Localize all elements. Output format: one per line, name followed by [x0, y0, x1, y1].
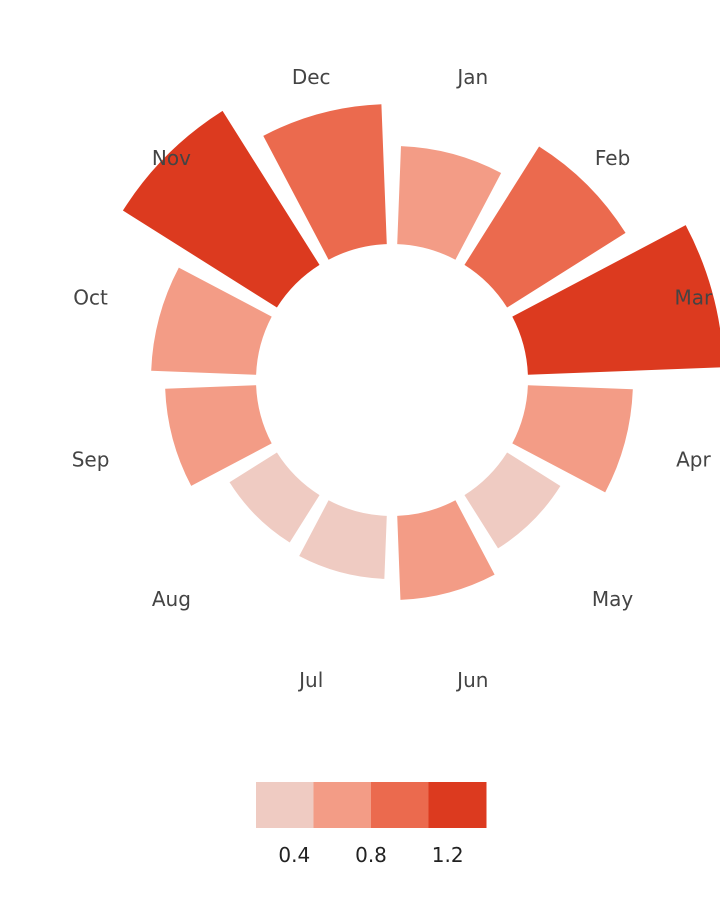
colorbar-band — [371, 782, 429, 828]
colorbar-tick-label: 0.4 — [278, 843, 310, 867]
colorbar-tick-label: 0.8 — [355, 843, 387, 867]
month-label-jun: Jun — [455, 668, 488, 692]
month-label-may: May — [592, 587, 634, 611]
colorbar-tick-label: 1.2 — [432, 843, 464, 867]
colorbar-band — [428, 782, 487, 828]
bar-sep[interactable] — [165, 385, 272, 486]
radial-bars — [122, 104, 720, 600]
month-label-jan: Jan — [455, 65, 488, 89]
month-label-dec: Dec — [292, 65, 331, 89]
month-label-oct: Oct — [73, 286, 108, 310]
bar-jan[interactable] — [397, 146, 502, 260]
month-label-jul: Jul — [297, 668, 323, 692]
bar-oct[interactable] — [151, 267, 272, 375]
bar-aug[interactable] — [229, 452, 320, 543]
month-label-mar: Mar — [675, 286, 714, 310]
month-label-feb: Feb — [595, 146, 630, 170]
month-label-aug: Aug — [152, 587, 191, 611]
bar-nov[interactable] — [122, 110, 320, 308]
bar-mar[interactable] — [512, 225, 720, 375]
bar-may[interactable] — [464, 452, 561, 549]
month-labels: Jan Feb Mar Apr May Jun Jul Aug Sep Oct Nov Dec — [72, 65, 713, 692]
colorbar-band — [313, 782, 372, 828]
bar-dec[interactable] — [263, 104, 387, 260]
bar-feb[interactable] — [464, 146, 626, 308]
month-label-apr: Apr — [676, 447, 711, 471]
bar-jun[interactable] — [397, 500, 495, 600]
colorbar: 0.4 0.8 1.2 — [256, 782, 487, 867]
bar-apr[interactable] — [512, 385, 633, 493]
colorbar-band — [256, 782, 314, 828]
month-label-nov: Nov — [152, 146, 191, 170]
bar-jul[interactable] — [299, 500, 387, 579]
month-label-sep: Sep — [72, 447, 110, 471]
